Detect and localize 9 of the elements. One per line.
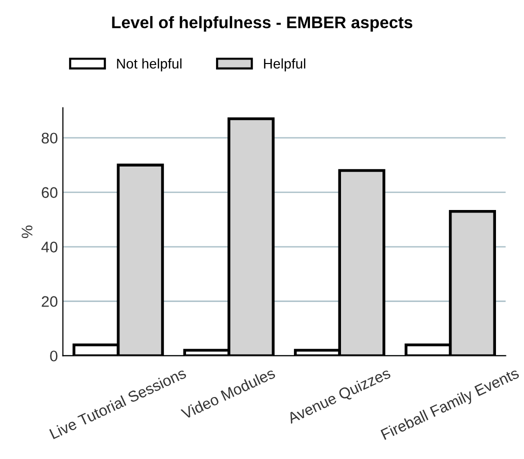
legend-label: Not helpful: [117, 58, 182, 72]
y-tick-label: 60: [42, 187, 58, 198]
y-tick-label: 0: [50, 350, 58, 362]
chart-title: Level of helpfulness - EMBER aspects: [112, 16, 412, 32]
y-tick-label: 20: [42, 296, 58, 307]
y-tick-label: 80: [42, 132, 58, 144]
y-tick-label: 40: [41, 242, 58, 252]
y-axis-title: %: [22, 226, 32, 238]
legend-label: Helpful: [264, 58, 306, 72]
